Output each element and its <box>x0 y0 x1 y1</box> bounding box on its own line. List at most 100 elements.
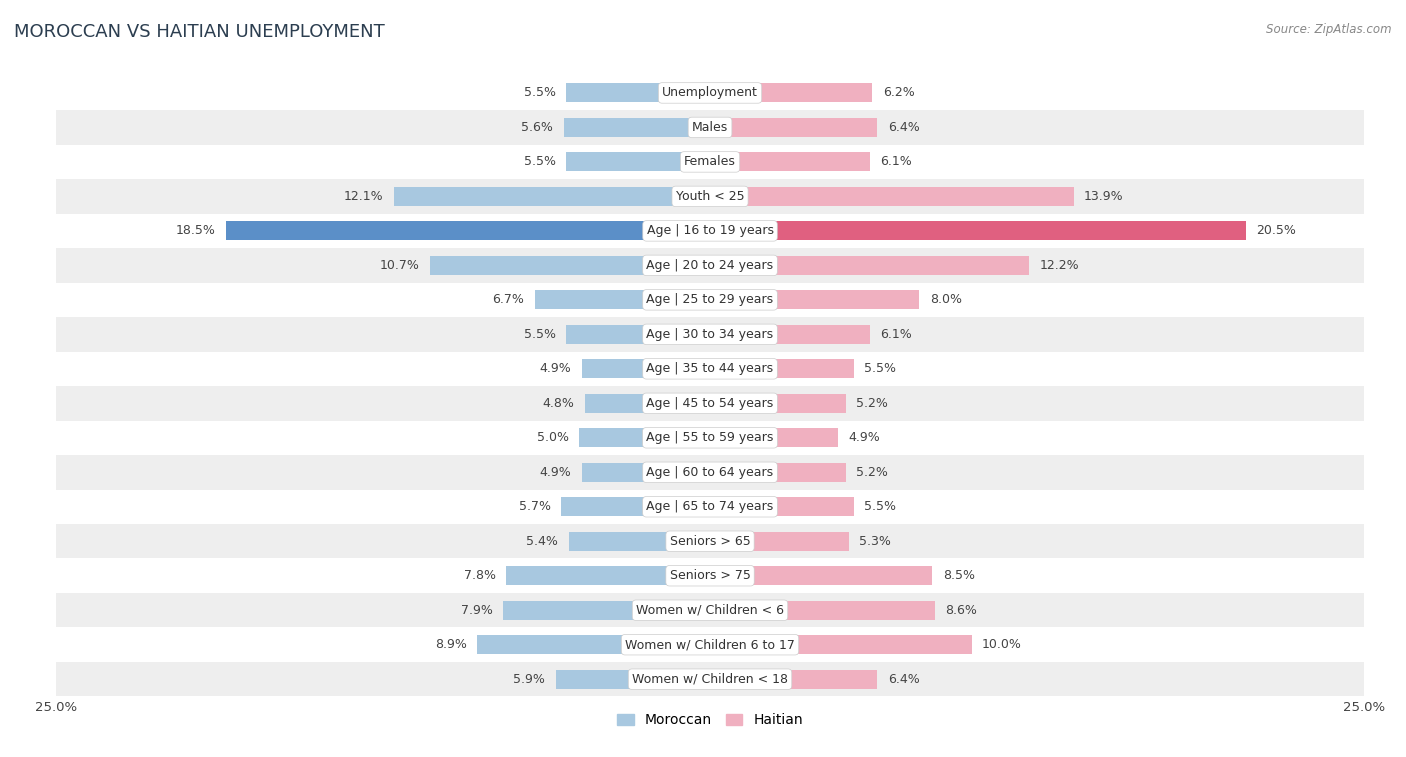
Text: 6.4%: 6.4% <box>887 121 920 134</box>
Bar <box>569 531 710 551</box>
Bar <box>710 670 877 689</box>
Bar <box>56 282 1364 317</box>
Bar <box>710 463 846 481</box>
Bar <box>477 635 710 654</box>
Text: 10.0%: 10.0% <box>981 638 1022 651</box>
Bar <box>56 386 1364 421</box>
Text: 18.5%: 18.5% <box>176 224 215 238</box>
Bar <box>56 351 1364 386</box>
Bar <box>555 670 710 689</box>
Bar <box>394 187 710 206</box>
Bar <box>56 421 1364 455</box>
Bar <box>226 221 710 241</box>
Text: 12.2%: 12.2% <box>1039 259 1080 272</box>
Bar <box>56 559 1364 593</box>
Bar <box>710 221 1246 241</box>
Bar <box>56 628 1364 662</box>
Text: 5.5%: 5.5% <box>524 328 555 341</box>
Text: 5.4%: 5.4% <box>526 534 558 548</box>
Bar <box>56 662 1364 696</box>
Bar <box>430 256 710 275</box>
Text: Youth < 25: Youth < 25 <box>676 190 744 203</box>
Text: 5.5%: 5.5% <box>524 86 555 99</box>
Text: Age | 25 to 29 years: Age | 25 to 29 years <box>647 294 773 307</box>
Bar <box>567 325 710 344</box>
Bar <box>56 213 1364 248</box>
Bar <box>579 428 710 447</box>
Text: 13.9%: 13.9% <box>1084 190 1123 203</box>
Bar <box>561 497 710 516</box>
Text: Seniors > 75: Seniors > 75 <box>669 569 751 582</box>
Bar <box>710 152 869 171</box>
Bar <box>710 256 1029 275</box>
Text: Women w/ Children < 6: Women w/ Children < 6 <box>636 604 785 617</box>
Bar <box>56 248 1364 282</box>
Bar <box>710 566 932 585</box>
Bar <box>567 152 710 171</box>
Text: 5.2%: 5.2% <box>856 397 889 410</box>
Legend: Moroccan, Haitian: Moroccan, Haitian <box>612 708 808 733</box>
Bar <box>56 593 1364 628</box>
Bar <box>56 76 1364 111</box>
Text: 4.8%: 4.8% <box>543 397 574 410</box>
Bar <box>710 83 872 102</box>
Text: 8.9%: 8.9% <box>434 638 467 651</box>
Text: Age | 55 to 59 years: Age | 55 to 59 years <box>647 431 773 444</box>
Text: Age | 20 to 24 years: Age | 20 to 24 years <box>647 259 773 272</box>
Bar <box>710 428 838 447</box>
Text: Age | 45 to 54 years: Age | 45 to 54 years <box>647 397 773 410</box>
Text: 8.6%: 8.6% <box>945 604 977 617</box>
Bar <box>710 325 869 344</box>
Bar <box>503 601 710 620</box>
Text: 5.3%: 5.3% <box>859 534 891 548</box>
Text: 12.1%: 12.1% <box>343 190 382 203</box>
Text: 5.7%: 5.7% <box>519 500 551 513</box>
Bar <box>710 531 849 551</box>
Bar <box>582 360 710 378</box>
Text: Women w/ Children < 18: Women w/ Children < 18 <box>633 673 787 686</box>
Text: 5.6%: 5.6% <box>522 121 553 134</box>
Bar <box>710 497 853 516</box>
Bar <box>710 291 920 310</box>
Text: 5.2%: 5.2% <box>856 466 889 478</box>
Text: 5.0%: 5.0% <box>537 431 569 444</box>
Text: 6.7%: 6.7% <box>492 294 524 307</box>
Text: 5.9%: 5.9% <box>513 673 546 686</box>
Bar <box>56 455 1364 490</box>
Bar <box>710 187 1074 206</box>
Bar <box>585 394 710 413</box>
Bar <box>710 601 935 620</box>
Text: 7.8%: 7.8% <box>464 569 495 582</box>
Bar <box>567 83 710 102</box>
Text: Age | 30 to 34 years: Age | 30 to 34 years <box>647 328 773 341</box>
Bar <box>56 524 1364 559</box>
Text: Source: ZipAtlas.com: Source: ZipAtlas.com <box>1267 23 1392 36</box>
Text: 8.5%: 8.5% <box>943 569 974 582</box>
Text: 6.4%: 6.4% <box>887 673 920 686</box>
Text: 5.5%: 5.5% <box>865 363 896 375</box>
Text: Age | 65 to 74 years: Age | 65 to 74 years <box>647 500 773 513</box>
Text: 4.9%: 4.9% <box>849 431 880 444</box>
Bar <box>56 145 1364 179</box>
Bar <box>56 317 1364 351</box>
Text: 5.5%: 5.5% <box>865 500 896 513</box>
Bar <box>56 179 1364 213</box>
Bar <box>710 360 853 378</box>
Text: Age | 60 to 64 years: Age | 60 to 64 years <box>647 466 773 478</box>
Bar <box>710 635 972 654</box>
Text: Women w/ Children 6 to 17: Women w/ Children 6 to 17 <box>626 638 794 651</box>
Text: 20.5%: 20.5% <box>1257 224 1296 238</box>
Text: Seniors > 65: Seniors > 65 <box>669 534 751 548</box>
Bar <box>534 291 710 310</box>
Text: 7.9%: 7.9% <box>461 604 494 617</box>
Text: Age | 35 to 44 years: Age | 35 to 44 years <box>647 363 773 375</box>
Bar <box>582 463 710 481</box>
Text: Males: Males <box>692 121 728 134</box>
Text: MOROCCAN VS HAITIAN UNEMPLOYMENT: MOROCCAN VS HAITIAN UNEMPLOYMENT <box>14 23 385 41</box>
Text: 10.7%: 10.7% <box>380 259 420 272</box>
Text: 6.1%: 6.1% <box>880 155 911 168</box>
Text: 5.5%: 5.5% <box>524 155 555 168</box>
Text: Females: Females <box>685 155 735 168</box>
Bar <box>710 394 846 413</box>
Text: Unemployment: Unemployment <box>662 86 758 99</box>
